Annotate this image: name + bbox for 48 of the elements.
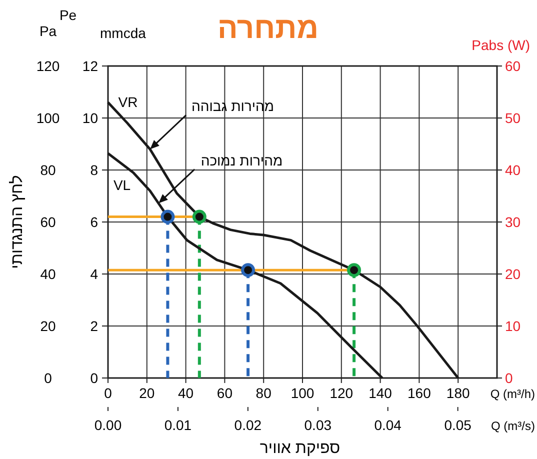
- x-axis-title: Q (m³/h): [490, 387, 535, 401]
- y3-tick-label: 30: [505, 214, 521, 230]
- x-tick-label: 60: [216, 385, 233, 401]
- chart-title: מתחרה: [218, 12, 318, 45]
- annotation: VL: [113, 177, 131, 193]
- y-tick-label: 0: [44, 370, 52, 386]
- y-tick-label: 80: [40, 162, 56, 178]
- x-tick-label: 120: [330, 385, 354, 401]
- y-tick-label: 60: [40, 214, 56, 230]
- y3-tick-label: 0: [505, 370, 513, 386]
- y2-tick-label: 8: [90, 162, 98, 178]
- y3-tick-label: 50: [505, 110, 521, 126]
- y3-tick-label: 40: [505, 162, 521, 178]
- y-axis-title: לחץ התנגדותי: [8, 175, 26, 269]
- y-tick-label: 100: [36, 110, 60, 126]
- x-tick-label: 80: [256, 385, 272, 401]
- x-tick-label: 140: [368, 385, 392, 401]
- y3-tick-label: 10: [505, 318, 521, 334]
- x-tick-label: 100: [290, 385, 314, 401]
- y2-tick-label: 4: [90, 266, 98, 282]
- x-tick-label: 40: [178, 385, 194, 401]
- x2-tick-label: 0.04: [374, 417, 402, 433]
- x-tick-label: 160: [408, 385, 432, 401]
- x2-tick-label: 0.05: [444, 417, 472, 433]
- y-tick-label: 120: [36, 58, 60, 74]
- text: ספיקת אוויר: [260, 440, 340, 457]
- y3-tick-label: 60: [505, 58, 521, 74]
- y2-tick-label: 0: [90, 370, 98, 386]
- y2-tick-label: 6: [90, 214, 98, 230]
- x2-tick-label: 0.00: [94, 417, 122, 433]
- x2-tick-label: 0.03: [304, 417, 332, 433]
- y3-tick-label: 20: [505, 266, 521, 282]
- text: Pa: [39, 23, 57, 39]
- x-tick-label: 180: [446, 385, 470, 401]
- y2-axis-title: mmcda: [100, 25, 146, 41]
- x-tick-label: 20: [139, 385, 155, 401]
- x2-axis-title: Q (m³/s): [491, 419, 535, 433]
- x-tick-label: 0: [104, 385, 112, 401]
- x2-tick-label: 0.02: [234, 417, 262, 433]
- y3-axis-title: Pabs (W): [472, 37, 530, 53]
- y-tick-label: 40: [40, 266, 56, 282]
- y2-tick-label: 12: [82, 58, 98, 74]
- y2-tick-label: 2: [90, 318, 98, 334]
- annotation: VR: [118, 94, 138, 110]
- y-tick-label: 20: [40, 318, 56, 334]
- text: Pe: [59, 7, 77, 23]
- y2-tick-label: 10: [82, 110, 98, 126]
- x2-tick-label: 0.01: [164, 417, 192, 433]
